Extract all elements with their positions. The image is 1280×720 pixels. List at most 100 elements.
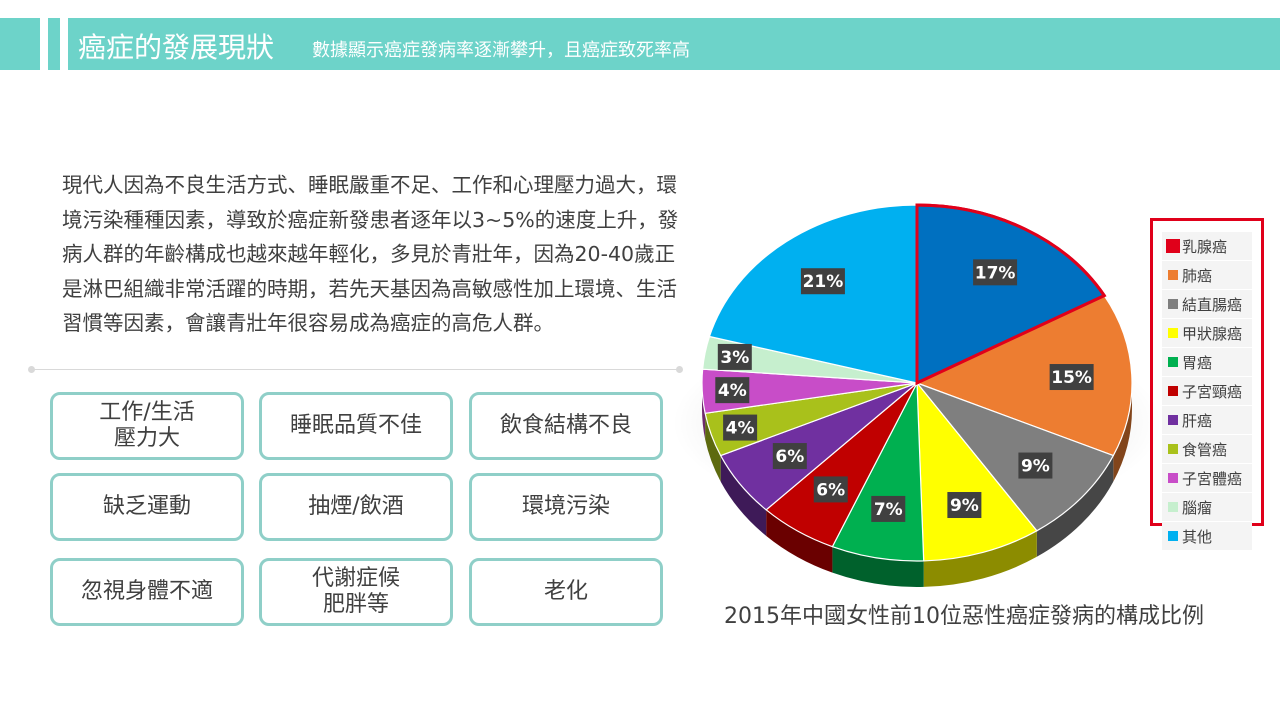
data-label-text-1: 15% bbox=[1051, 368, 1092, 388]
header-accent-bar bbox=[0, 18, 40, 70]
page-title: 癌症的發展現狀 bbox=[78, 31, 275, 64]
data-label-2: 9% bbox=[1018, 452, 1053, 479]
factor-box-pollution: 環境污染 bbox=[469, 473, 663, 541]
legend-swatch-5 bbox=[1168, 386, 1178, 396]
factor-box-bad-diet: 飲食結構不良 bbox=[469, 392, 663, 460]
header-bar bbox=[68, 18, 1280, 70]
data-label-1: 15% bbox=[1049, 364, 1094, 391]
page-subtitle: 數據顯示癌症發病率逐漸攀升，且癌症致死率高 bbox=[312, 40, 690, 61]
legend-swatch-4 bbox=[1168, 357, 1178, 367]
pie-slice-1 bbox=[916, 295, 1133, 457]
data-label-text-9: 3% bbox=[720, 348, 749, 368]
header-accent-stripe bbox=[48, 18, 60, 70]
chart-caption: 2015年中國女性前10位惡性癌症發病的構成比例 bbox=[724, 604, 1204, 629]
pie-slices bbox=[701, 203, 1133, 562]
data-label-text-2: 9% bbox=[1021, 457, 1050, 477]
pie-side-5 bbox=[766, 509, 833, 573]
legend-item-4: 胃癌 bbox=[1162, 348, 1252, 376]
legend-item-2: 結直腸癌 bbox=[1162, 290, 1252, 318]
data-label-bg-10 bbox=[800, 268, 845, 295]
factor-box-aging: 老化 bbox=[469, 558, 663, 626]
legend-item-3: 甲狀腺癌 bbox=[1162, 319, 1252, 347]
factor-box-metabolic: 代謝症候 肥胖等 bbox=[259, 558, 453, 626]
factor-box-work-stress: 工作/生活 壓力大 bbox=[50, 392, 244, 460]
legend-label-1: 肺癌 bbox=[1182, 267, 1213, 285]
data-label-bg-5 bbox=[813, 476, 848, 503]
data-label-text-3: 9% bbox=[950, 496, 979, 516]
pie-side-8 bbox=[702, 383, 706, 440]
legend-label-7: 食管癌 bbox=[1182, 441, 1228, 459]
factor-box-poor-sleep: 睡眠品質不佳 bbox=[259, 392, 453, 460]
legend-label-5: 子宮頸癌 bbox=[1182, 383, 1243, 401]
legend-item-6: 肝癌 bbox=[1162, 406, 1252, 434]
legend-item-8: 子宮體癌 bbox=[1162, 464, 1252, 492]
data-label-bg-2 bbox=[1018, 452, 1053, 479]
pie-data-labels: 17% 15% 9% 9% 7% 6% 6% 4% 4% 3% 21% bbox=[715, 259, 1094, 522]
data-label-5: 6% bbox=[813, 476, 848, 503]
pie-slice-3 bbox=[916, 382, 1038, 562]
data-label-9: 3% bbox=[717, 343, 752, 370]
legend-label-2: 結直腸癌 bbox=[1182, 296, 1243, 314]
data-label-bg-8 bbox=[715, 377, 750, 404]
factor-box-ignoring-symptoms: 忽視身體不適 bbox=[50, 558, 244, 626]
pie-slice-highlight bbox=[915, 203, 1107, 386]
data-label-bg-7 bbox=[723, 414, 758, 441]
pie-sides bbox=[702, 383, 1132, 587]
pie-side-1 bbox=[1113, 383, 1132, 482]
factor-box-smoking-drinking: 抽煙/飲酒 bbox=[259, 473, 453, 541]
legend-swatch-2 bbox=[1168, 299, 1178, 309]
factor-box-no-exercise: 缺乏運動 bbox=[50, 473, 244, 541]
legend-label-6: 肝癌 bbox=[1182, 412, 1213, 430]
legend-swatch-9 bbox=[1168, 502, 1178, 512]
legend-item-9: 腦瘤 bbox=[1162, 493, 1252, 521]
legend-swatch-6 bbox=[1168, 415, 1178, 425]
legend-swatch-1 bbox=[1168, 270, 1178, 280]
data-label-text-6: 6% bbox=[775, 447, 804, 467]
legend-label-8: 子宮體癌 bbox=[1182, 470, 1243, 488]
data-label-10: 21% bbox=[800, 268, 845, 295]
data-label-text-0: 17% bbox=[975, 263, 1016, 283]
data-label-bg-6 bbox=[772, 443, 807, 470]
data-label-bg-4 bbox=[871, 495, 906, 522]
data-label-text-8: 4% bbox=[718, 381, 747, 401]
legend-label-3: 甲狀腺癌 bbox=[1182, 325, 1243, 343]
data-label-8: 4% bbox=[715, 377, 750, 404]
pie-side-4 bbox=[832, 546, 924, 587]
legend-swatch-8 bbox=[1168, 473, 1178, 483]
legend-swatch-7 bbox=[1168, 444, 1178, 454]
legend-label-4: 胃癌 bbox=[1182, 354, 1213, 372]
data-label-text-7: 4% bbox=[726, 419, 755, 439]
pie-side-7 bbox=[705, 413, 721, 482]
pie-side-3 bbox=[923, 530, 1037, 587]
data-label-0: 17% bbox=[973, 259, 1018, 286]
legend-item-0: 乳腺癌 bbox=[1162, 232, 1252, 260]
data-label-3: 9% bbox=[947, 492, 982, 519]
legend-item-7: 食管癌 bbox=[1162, 435, 1252, 463]
data-label-4: 7% bbox=[871, 495, 906, 522]
data-label-text-4: 7% bbox=[874, 500, 903, 520]
legend-swatch-10 bbox=[1168, 531, 1178, 541]
legend-label-9: 腦瘤 bbox=[1182, 499, 1213, 517]
data-label-7: 4% bbox=[723, 414, 758, 441]
legend-item-10: 其他 bbox=[1162, 522, 1252, 550]
data-label-bg-3 bbox=[947, 492, 982, 519]
pie-side-6 bbox=[720, 455, 767, 536]
data-label-bg-9 bbox=[717, 343, 752, 370]
section-divider bbox=[32, 369, 680, 370]
legend-swatch-3 bbox=[1168, 328, 1178, 338]
data-label-text-5: 6% bbox=[816, 480, 845, 500]
pie-side-2 bbox=[1036, 455, 1114, 557]
data-label-text-10: 21% bbox=[803, 272, 844, 292]
legend-item-1: 肺癌 bbox=[1162, 261, 1252, 289]
legend-label-10: 其他 bbox=[1182, 528, 1213, 546]
legend-swatch-0 bbox=[1166, 239, 1180, 253]
divider-dot-right bbox=[676, 366, 683, 373]
legend-label-0: 乳腺癌 bbox=[1182, 238, 1228, 256]
data-label-bg-1 bbox=[1049, 364, 1094, 391]
divider-dot-left bbox=[28, 366, 35, 373]
data-label-6: 6% bbox=[772, 443, 807, 470]
intro-paragraph: 現代人因為不良生活方式、睡眠嚴重不足、工作和心理壓力過大，環境污染種種因素，導致… bbox=[62, 173, 679, 335]
legend-item-5: 子宮頸癌 bbox=[1162, 377, 1252, 405]
pie-slice-2 bbox=[916, 382, 1114, 532]
